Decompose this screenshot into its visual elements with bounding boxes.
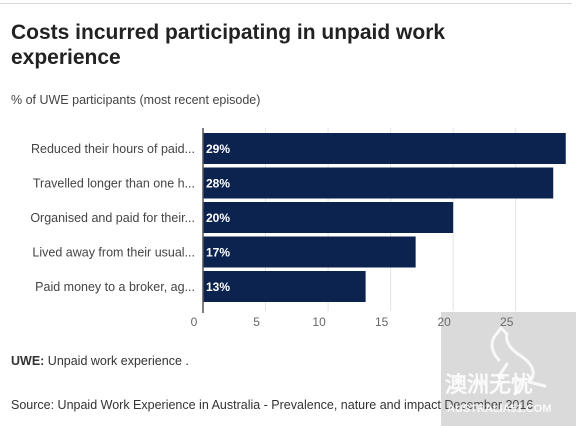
x-tick-label: 15 <box>375 315 389 329</box>
category-label: Organised and paid for their... <box>30 211 195 225</box>
data-label: 20% <box>206 211 230 225</box>
source-note: Source: Unpaid Work Experience in Austra… <box>11 398 534 412</box>
data-label: 29% <box>206 142 230 156</box>
bar <box>203 202 454 233</box>
bar <box>203 167 554 199</box>
category-label: Paid money to a broker, ag... <box>35 280 195 294</box>
footnote: UWE: Unpaid work experience . <box>11 354 189 368</box>
chart-title: Costs incurred participating in unpaid w… <box>11 21 446 69</box>
bar <box>203 236 416 268</box>
x-tick-label: 20 <box>437 315 451 329</box>
bar <box>203 271 366 302</box>
top-divider <box>0 3 572 4</box>
x-tick-label: 10 <box>312 315 326 329</box>
x-tick-label: 5 <box>253 315 260 329</box>
data-label: 28% <box>206 177 230 191</box>
bar <box>203 133 566 164</box>
x-tick-label: 0 <box>191 315 198 329</box>
bar-chart: 0 5 10 15 20 25 Reduced their hours of paid...… <box>30 128 566 329</box>
category-label: Lived away from their usual... <box>32 246 195 260</box>
footnote-abbr: UWE: <box>11 354 45 368</box>
footnote-text: Unpaid work experience . <box>44 354 189 368</box>
watermark-cn-text: 澳洲无忧 <box>445 372 533 398</box>
x-tick-label: 25 <box>500 315 514 329</box>
category-label: Reduced their hours of paid... <box>31 142 195 156</box>
kangaroo-icon <box>490 326 547 396</box>
data-label: 13% <box>206 280 230 294</box>
chart-subtitle: % of UWE participants (most recent episo… <box>11 93 261 107</box>
category-label: Travelled longer than one h... <box>33 177 195 191</box>
data-label: 17% <box>206 246 230 260</box>
